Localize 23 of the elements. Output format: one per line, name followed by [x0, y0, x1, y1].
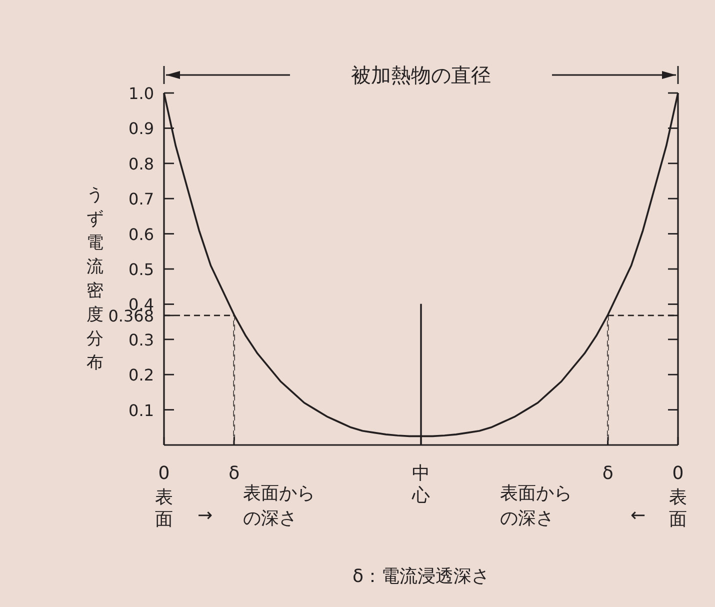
y-tick-label: 0.1 [128, 400, 154, 420]
text: → [197, 505, 213, 526]
x-tick-label: δ [602, 463, 614, 484]
y-tick-label: 1.0 [128, 84, 154, 103]
text: 表面 [669, 487, 687, 530]
y-tick-label: 0.9 [128, 119, 154, 138]
text: 表面からの深さ [500, 483, 572, 529]
text: 表面からの深さ [243, 483, 315, 529]
y-axis-title: うず電流密度分布 [86, 185, 104, 373]
x-tick-label: 中心 [411, 463, 430, 506]
y-tick-label: 0.7 [128, 190, 154, 209]
y-tick-label: 0.3 [128, 330, 154, 350]
chart-title: 被加熱物の直径 [351, 63, 491, 87]
y-tick-label: 0.2 [128, 366, 154, 385]
text: 表面 [155, 487, 173, 530]
x-tick-label: δ [228, 463, 240, 484]
x-tick-label: 0 [158, 463, 170, 484]
text: ← [630, 505, 646, 526]
x-tick-label: 0 [672, 463, 684, 484]
y-tick-label: 0.5 [128, 260, 154, 279]
y-tick-label: 0.6 [128, 224, 154, 244]
x-axis-title: δ：電流浸透深さ [352, 566, 490, 587]
y-tick-label: 0.8 [128, 154, 154, 174]
